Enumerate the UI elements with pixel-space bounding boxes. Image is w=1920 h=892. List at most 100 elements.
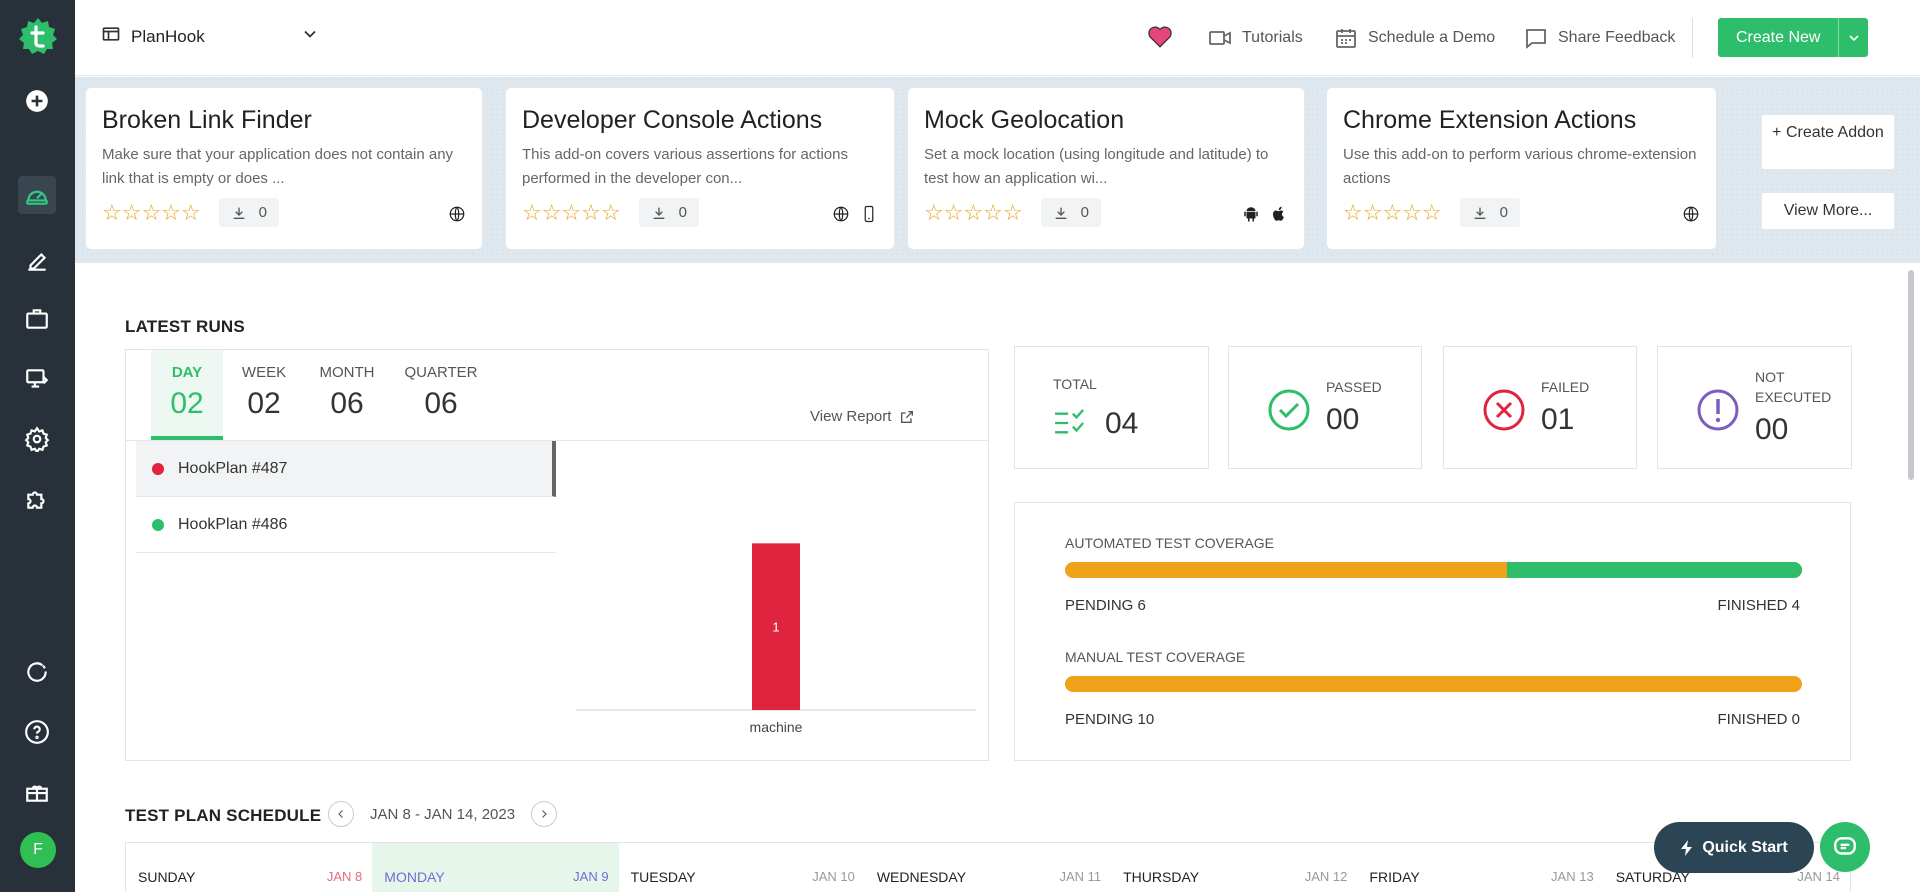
settings-icon[interactable]	[18, 420, 56, 458]
addons-puzzle-icon[interactable]	[18, 480, 56, 518]
exclamation-circle-icon	[1697, 389, 1739, 431]
day-date: JAN 12	[1304, 869, 1348, 884]
create-new-label[interactable]: Create New	[1736, 28, 1821, 46]
addon-description: Set a mock location (using longitude and…	[924, 146, 1269, 187]
add-icon[interactable]	[18, 82, 56, 120]
chart-data-label: 1	[772, 620, 779, 635]
create-new-button[interactable]: Create New	[1718, 18, 1869, 57]
period-label: WEEK	[241, 364, 287, 381]
period-tab-week[interactable]: WEEK 02	[229, 350, 299, 440]
edit-icon[interactable]	[18, 242, 56, 280]
day-date: JAN 9	[573, 869, 609, 884]
manual-coverage-title: MANUAL TEST COVERAGE	[1065, 649, 1246, 665]
automated-coverage-fill	[1507, 562, 1802, 578]
period-tab-quarter[interactable]: QUARTER 06	[396, 350, 486, 440]
refresh-icon[interactable]	[18, 653, 56, 691]
schedule-demo-link[interactable]: Schedule a Demo	[1334, 26, 1495, 50]
day-name: SUNDAY	[138, 869, 196, 885]
automated-coverage-bar	[1065, 562, 1802, 578]
gift-icon[interactable]	[18, 773, 56, 811]
addon-description: Use this add-on to perform various chrom…	[1343, 146, 1697, 187]
heart-icon[interactable]	[1147, 24, 1173, 53]
day-column-wednesday[interactable]: WEDNESDAY JAN 11	[865, 843, 1111, 892]
download-icon	[1055, 207, 1066, 219]
day-column-tuesday[interactable]: TUESDAY JAN 10	[619, 843, 865, 892]
chevron-down-icon[interactable]	[1838, 18, 1868, 57]
period-label: DAY	[171, 364, 203, 381]
briefcase-icon[interactable]	[18, 300, 56, 338]
stat-value: 04	[1105, 407, 1139, 440]
day-column-monday[interactable]: MONDAY JAN 9	[372, 843, 619, 892]
addon-card[interactable]: Broken Link Finder Make sure that your a…	[85, 87, 483, 250]
day-column-saturday[interactable]: SATURDAY JAN 14	[1604, 843, 1850, 892]
stat-label: TOTAL	[1053, 376, 1097, 392]
manual-pending-label: PENDING 10	[1065, 711, 1155, 728]
stat-total: TOTAL 04	[1014, 346, 1209, 469]
addon-card[interactable]: Developer Console Actions This add-on co…	[505, 87, 895, 250]
download-count[interactable]: 0	[638, 198, 699, 227]
addon-card[interactable]: Chrome Extension Actions Use this add-on…	[1326, 87, 1717, 250]
user-avatar[interactable]: F	[20, 832, 56, 868]
chat-support-button[interactable]	[1820, 822, 1870, 872]
day-column-thursday[interactable]: THURSDAY JAN 12	[1111, 843, 1357, 892]
manual-finished-label: FINISHED 0	[1717, 711, 1800, 728]
automated-pending-label: PENDING 6	[1065, 597, 1146, 614]
x-circle-icon	[1483, 389, 1525, 431]
testsigma-logo-icon[interactable]	[18, 16, 58, 56]
help-icon[interactable]	[18, 713, 56, 751]
download-count[interactable]: 0	[1459, 198, 1520, 227]
addon-description: This add-on covers various assertions fo…	[522, 146, 848, 187]
period-tab-day[interactable]: DAY 02	[151, 350, 223, 440]
web-globe-icon	[1683, 206, 1699, 222]
plan-row-486[interactable]: HookPlan #486	[136, 497, 556, 553]
tutorials-link[interactable]: Tutorials	[1208, 26, 1303, 50]
day-date: JAN 13	[1551, 869, 1594, 884]
stat-value: 01	[1541, 403, 1575, 436]
rating-stars: ☆☆☆☆☆	[522, 199, 621, 225]
video-camera-icon	[1209, 31, 1231, 45]
addon-title: Developer Console Actions	[522, 106, 823, 134]
plan-name: HookPlan #487	[178, 459, 288, 477]
share-feedback-label: Share Feedback	[1558, 29, 1676, 46]
day-column-sunday[interactable]: SUNDAY JAN 8	[126, 843, 372, 892]
checklist-icon	[1055, 409, 1084, 434]
apple-icon	[1273, 206, 1284, 221]
page-scrollbar[interactable]	[1908, 270, 1914, 480]
period-tab-month[interactable]: MONTH 06	[309, 350, 385, 440]
create-addon-button[interactable]: + Create Addon	[1761, 114, 1895, 170]
download-count-value: 0	[678, 204, 687, 221]
download-count[interactable]: 0	[1040, 198, 1101, 227]
chevron-down-icon[interactable]	[300, 24, 320, 49]
panel-divider	[126, 440, 988, 441]
test-lab-icon[interactable]	[18, 360, 56, 398]
prev-week-button[interactable]	[328, 801, 354, 827]
schedule-range: JAN 8 - JAN 14, 2023	[370, 805, 516, 823]
view-more-button[interactable]: View More...	[1761, 192, 1895, 230]
view-report-link[interactable]: View Report	[810, 408, 915, 425]
chart-bar[interactable]	[752, 543, 800, 710]
addon-card[interactable]: Mock Geolocation Set a mock location (us…	[907, 87, 1305, 250]
calendar-icon	[1336, 29, 1356, 48]
addon-title: Mock Geolocation	[924, 106, 1125, 134]
day-date: JAN 14	[1797, 869, 1840, 884]
schedule-week-header: SUNDAY JAN 8 MONDAY JAN 9 TUESDAY JAN 10…	[125, 842, 1851, 892]
plan-row-487[interactable]: HookPlan #487	[136, 441, 556, 497]
addon-description: Make sure that your application does not…	[102, 146, 454, 187]
dashboard-icon[interactable]	[18, 176, 56, 214]
project-selector[interactable]: PlanHook	[101, 24, 205, 49]
day-name: SATURDAY	[1615, 869, 1690, 885]
next-week-button[interactable]	[531, 801, 558, 827]
day-column-friday[interactable]: FRIDAY JAN 13	[1357, 843, 1603, 892]
download-count[interactable]: 0	[218, 198, 279, 227]
share-feedback-link[interactable]: Share Feedback	[1524, 26, 1675, 50]
download-count-value: 0	[1499, 204, 1508, 221]
quick-start-button[interactable]: Quick Start	[1654, 822, 1814, 873]
project-name: PlanHook	[131, 26, 205, 46]
runs-bar-chart: 1 machine	[576, 543, 976, 735]
view-report-label: View Report	[810, 408, 892, 425]
period-value: 06	[424, 387, 458, 420]
addon-title: Broken Link Finder	[102, 106, 312, 134]
check-circle-icon	[1268, 389, 1310, 431]
stat-label-line: NOT	[1755, 369, 1785, 385]
download-count-value: 0	[1080, 204, 1089, 221]
